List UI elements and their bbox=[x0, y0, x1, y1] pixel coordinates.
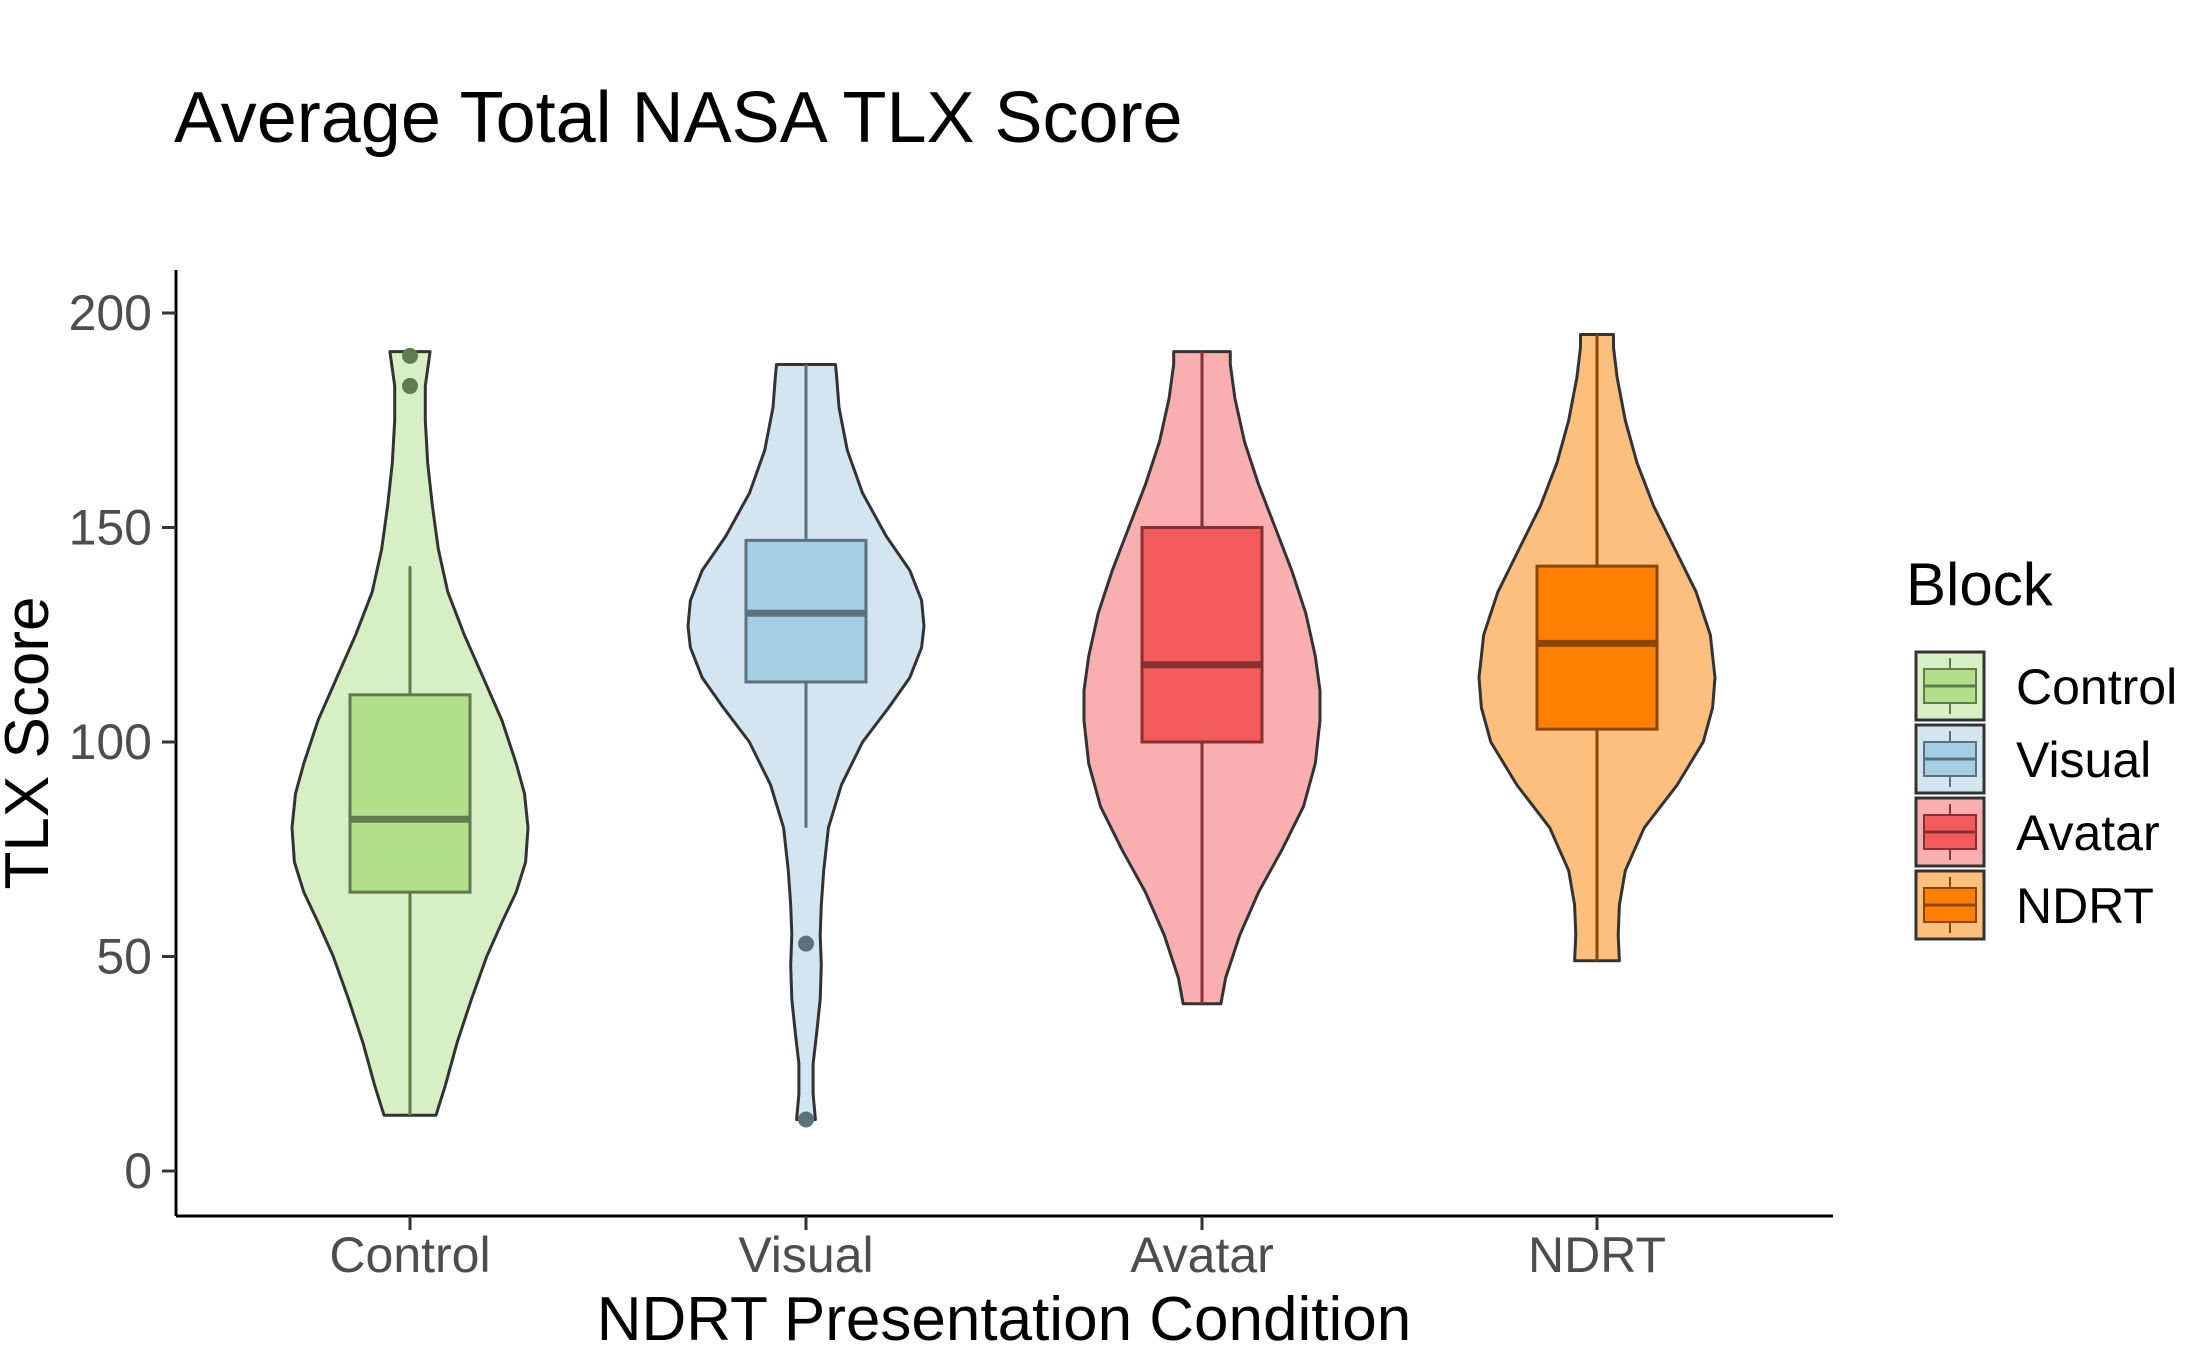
legend: Block Control Visual Avatar NDRT bbox=[1906, 551, 2177, 941]
x-axis-ticks: Control Visual Avatar NDRT bbox=[329, 1216, 1666, 1283]
box-control bbox=[348, 693, 472, 894]
legend-key-avatar bbox=[1914, 796, 1986, 868]
outlier-point bbox=[798, 935, 814, 952]
x-tick-label: Control bbox=[329, 1227, 490, 1283]
plot-area bbox=[290, 333, 1717, 1128]
y-axis-title: TLX Score bbox=[0, 597, 62, 890]
y-tick-label: 0 bbox=[124, 1143, 152, 1199]
y-tick-label: 100 bbox=[69, 714, 152, 770]
legend-title: Block bbox=[1906, 551, 2054, 618]
violin-group-ndrt bbox=[1477, 333, 1717, 963]
legend-label-visual: Visual bbox=[2016, 732, 2151, 788]
x-axis-title: NDRT Presentation Condition bbox=[597, 1285, 1411, 1349]
box-ndrt bbox=[1535, 564, 1659, 731]
x-tick-label: Visual bbox=[738, 1227, 873, 1283]
legend-key-visual bbox=[1914, 723, 1986, 795]
outlier-point bbox=[402, 347, 418, 364]
legend-label-ndrt: NDRT bbox=[2016, 878, 2154, 934]
violin-group-avatar bbox=[1082, 350, 1322, 1006]
legend-key-control bbox=[1914, 650, 1986, 722]
box-avatar bbox=[1140, 526, 1264, 744]
y-tick-label: 150 bbox=[69, 500, 152, 556]
violin-group-visual bbox=[686, 363, 926, 1128]
legend-key-ndrt bbox=[1914, 869, 1986, 941]
x-tick-label: Avatar bbox=[1130, 1227, 1274, 1283]
y-axis-ticks: 0 50 100 150 200 bbox=[69, 285, 176, 1199]
violin-group-control bbox=[290, 347, 530, 1117]
outlier-point bbox=[402, 377, 418, 394]
y-tick-label: 50 bbox=[96, 929, 152, 985]
y-tick-label: 200 bbox=[69, 285, 152, 341]
legend-label-avatar: Avatar bbox=[2016, 805, 2160, 861]
legend-label-control: Control bbox=[2016, 659, 2177, 715]
chart-title: Average Total NASA TLX Score bbox=[174, 78, 1183, 158]
outlier-point bbox=[798, 1111, 814, 1128]
x-tick-label: NDRT bbox=[1528, 1227, 1666, 1283]
